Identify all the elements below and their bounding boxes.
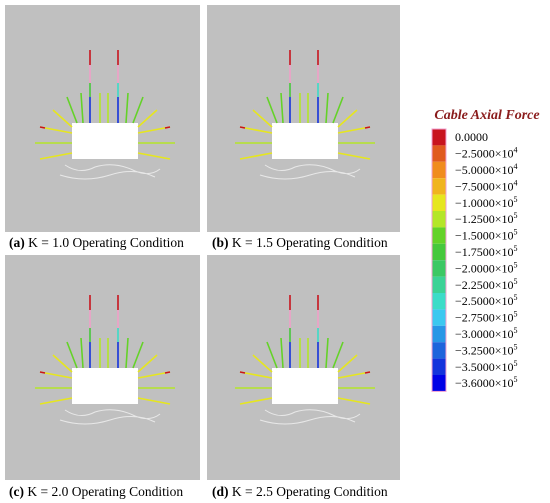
color-swatch <box>432 145 446 162</box>
panel-c <box>5 255 200 480</box>
panel-a <box>5 5 200 232</box>
legend-label: −3.6000×105 <box>455 375 518 390</box>
color-swatch <box>432 309 446 326</box>
legend-label: −2.5000×105 <box>455 293 518 308</box>
caption: (d) K = 2.5 Operating Condition <box>212 484 388 499</box>
label-exponent: 5 <box>514 375 518 384</box>
color-swatch <box>432 227 446 244</box>
legend-label: −7.5000×104 <box>455 178 518 193</box>
label-text: −1.7500×10 <box>455 245 514 259</box>
color-swatch <box>432 129 446 146</box>
color-swatch <box>432 375 446 392</box>
label-text: −2.5000×10 <box>455 294 514 308</box>
color-swatch <box>432 260 446 277</box>
label-exponent: 4 <box>514 178 518 187</box>
legend-label: −5.0000×104 <box>455 162 518 177</box>
color-swatch <box>432 161 446 179</box>
color-swatch <box>432 325 446 343</box>
colorbar-frame <box>431 128 447 392</box>
label-text: −1.2500×10 <box>455 212 514 226</box>
label-text: −2.2500×10 <box>455 278 514 292</box>
label-exponent: 5 <box>514 293 518 302</box>
label-text: −2.5000×10 <box>455 147 514 161</box>
legend-label: −3.0000×105 <box>455 326 518 341</box>
label-exponent: 5 <box>514 260 518 269</box>
label-text: −3.0000×10 <box>455 327 514 341</box>
label-text: −5.0000×10 <box>455 163 514 177</box>
legend: 0.0000−2.5000×104−5.0000×104−7.5000×104−… <box>431 128 518 392</box>
caption: (a) K = 1.0 Operating Condition <box>9 235 184 250</box>
label-text: −1.0000×10 <box>455 196 514 210</box>
color-swatch <box>432 178 446 195</box>
legend-label: −2.2500×105 <box>455 277 518 292</box>
legend-label: −1.5000×105 <box>455 228 518 243</box>
legend-label: −3.5000×105 <box>455 359 518 374</box>
label-text: 0.0000 <box>455 130 488 144</box>
color-swatch <box>432 243 446 261</box>
legend-label: −2.0000×105 <box>455 260 518 275</box>
label-text: −3.2500×10 <box>455 343 514 357</box>
legend-label: −2.7500×105 <box>455 310 518 325</box>
label-exponent: 5 <box>514 211 518 220</box>
label-exponent: 5 <box>514 310 518 319</box>
label-text: −7.5000×10 <box>455 179 514 193</box>
label-text: −2.7500×10 <box>455 311 514 325</box>
label-exponent: 5 <box>514 326 518 335</box>
label-text: −2.0000×10 <box>455 261 514 275</box>
label-text: −3.5000×10 <box>455 360 514 374</box>
caption: (c) K = 2.0 Operating Condition <box>9 484 183 499</box>
label-text: −1.5000×10 <box>455 229 514 243</box>
label-exponent: 5 <box>514 244 518 253</box>
label-exponent: 4 <box>514 162 518 171</box>
label-exponent: 5 <box>514 359 518 368</box>
color-swatch <box>432 293 446 310</box>
color-swatch <box>432 211 446 228</box>
color-swatch <box>432 358 446 375</box>
caption: (b) K = 1.5 Operating Condition <box>212 235 388 250</box>
legend-title: Cable Axial Force <box>434 108 539 123</box>
color-swatch <box>432 276 446 293</box>
legend-label: −1.0000×105 <box>455 195 518 210</box>
legend-label: −1.2500×105 <box>455 211 518 226</box>
label-exponent: 4 <box>514 146 518 155</box>
label-exponent: 5 <box>514 228 518 237</box>
legend-label: −1.7500×105 <box>455 244 518 259</box>
label-exponent: 5 <box>514 195 518 204</box>
legend-label: −2.5000×104 <box>455 146 518 161</box>
color-swatch <box>432 194 446 211</box>
color-swatch <box>432 342 446 359</box>
label-exponent: 5 <box>514 342 518 351</box>
label-exponent: 5 <box>514 277 518 286</box>
label-text: −3.6000×10 <box>455 376 514 390</box>
panel-b <box>207 5 400 232</box>
legend-label: −3.2500×105 <box>455 342 518 357</box>
panel-d <box>207 255 400 480</box>
legend-label: 0.0000 <box>455 130 488 144</box>
